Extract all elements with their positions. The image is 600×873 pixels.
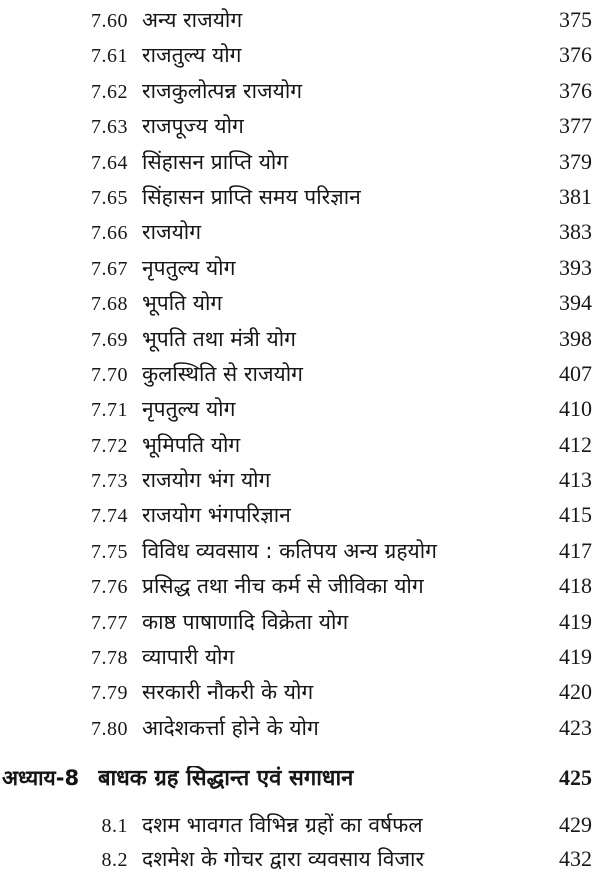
- section-title: राजतुल्य योग: [142, 43, 242, 68]
- toc-row: 7.74 राजयोग भंगपरिज्ञान 415: [0, 502, 592, 537]
- section-title: अन्य राजयोग: [142, 8, 243, 32]
- section-number: 7.61: [91, 45, 128, 68]
- page-number: 398: [559, 325, 592, 351]
- toc-row: 7.80 आदेशकर्त्ता होने के योग 423: [0, 715, 592, 750]
- toc-row: 7.70 कुलस्थिति से राजयोग 407: [0, 361, 592, 396]
- page-number: 412: [559, 431, 592, 457]
- section-number: 7.67: [91, 257, 128, 280]
- toc-row: 7.68 भूपति योग 394: [0, 290, 592, 325]
- toc-row: 7.75 विविध व्यवसाय : कतिपय अन्य ग्रहयोग …: [0, 538, 592, 573]
- page-number: 381: [559, 183, 592, 209]
- page-number: 383: [559, 219, 592, 245]
- section-number: 7.80: [91, 717, 128, 740]
- section-number: 7.69: [91, 328, 128, 351]
- page-number: 377: [559, 113, 592, 139]
- section-number: 7.78: [91, 647, 128, 670]
- section-title: दशमेश के गोचर द्वारा व्यवसाय विजार: [142, 847, 425, 872]
- page-number: 419: [559, 608, 592, 634]
- toc-row: 7.65 सिंहासन प्राप्ति समय परिज्ञान 381: [0, 184, 592, 219]
- toc-row: 7.78 व्यापारी योग 419: [0, 644, 592, 679]
- section-number: 7.76: [91, 576, 128, 599]
- section-number: 7.79: [91, 682, 128, 705]
- section-title: कुलस्थिति से राजयोग: [142, 361, 303, 386]
- chapter-heading-row: अध्याय-8 बाधक ग्रह सिद्धान्त एवं सगाधान …: [0, 764, 592, 812]
- section-title: राजयोग भंगपरिज्ञान: [142, 503, 291, 528]
- toc-row: 7.62 राजकुलोत्पन्न राजयोग 376: [0, 78, 592, 113]
- page-number: 417: [559, 537, 592, 563]
- section-title: भूमिपति योग: [142, 432, 241, 457]
- page-number: 410: [559, 396, 592, 422]
- section-title: राजयोग भंग योग: [142, 468, 271, 493]
- section-title: भूपति योग: [142, 291, 223, 316]
- toc-row: 8.1 दशम भावगत विभिन्न ग्रहों का वर्षफल 4…: [0, 812, 593, 846]
- page-number: 375: [559, 7, 592, 32]
- section-title: राजयोग: [142, 220, 202, 245]
- section-number: 7.63: [91, 116, 128, 139]
- toc-row: 7.60 अन्य राजयोग 375: [0, 7, 592, 42]
- page-number: 394: [559, 290, 592, 316]
- section-title: नृपतुल्य योग: [142, 255, 236, 280]
- section-number: 7.68: [91, 293, 128, 316]
- section-number: 7.72: [91, 434, 128, 457]
- section-number: 8.1: [101, 815, 128, 838]
- page-number: 420: [559, 679, 592, 705]
- section-number: 7.70: [91, 363, 128, 386]
- section-number: 7.77: [91, 611, 128, 634]
- page-number: 432: [559, 846, 592, 872]
- section-number: 7.64: [91, 151, 128, 174]
- page-number: 425: [559, 765, 592, 791]
- chapter-title: बाधक ग्रह सिद्धान्त एवं सगाधान: [98, 766, 354, 792]
- page-number: 429: [559, 812, 592, 838]
- toc-row: 7.66 राजयोग 383: [0, 219, 592, 254]
- section-number: 7.71: [91, 399, 128, 422]
- toc-row: 7.64 सिंहासन प्राप्ति योग 379: [0, 149, 592, 184]
- toc-row: 8.2 दशमेश के गोचर द्वारा व्यवसाय विजार 4…: [0, 846, 593, 873]
- toc-row: 7.67 नृपतुल्य योग 393: [0, 255, 592, 290]
- page-number: 415: [559, 502, 592, 528]
- section-number: 8.2: [101, 849, 128, 872]
- section-title: विविध व्यवसाय : कतिपय अन्य ग्रहयोग: [142, 538, 437, 563]
- toc-row: 7.77 काष्ठ पाषाणादि विक्रेता योग 419: [0, 609, 592, 644]
- section-title: सरकारी नौकरी के योग: [142, 680, 314, 705]
- toc-row: 7.63 राजपूज्य योग 377: [0, 113, 592, 148]
- toc-row: 7.69 भूपति तथा मंत्री योग 398: [0, 326, 592, 361]
- chapter-label: अध्याय-8: [2, 766, 80, 791]
- section-title: राजकुलोत्पन्न राजयोग: [142, 78, 303, 103]
- page-number: 419: [559, 644, 592, 670]
- section-title: सिंहासन प्राप्ति समय परिज्ञान: [142, 184, 361, 209]
- section-number: 7.60: [91, 10, 128, 32]
- section-number: 7.74: [91, 505, 128, 528]
- toc-row: 7.76 प्रसिद्ध तथा नीच कर्म से जीविका योग…: [0, 573, 592, 608]
- section-title: प्रसिद्ध तथा नीच कर्म से जीविका योग: [142, 574, 424, 599]
- page-number: 376: [559, 77, 592, 103]
- section-title: नृपतुल्य योग: [142, 397, 236, 422]
- page-number: 379: [559, 148, 592, 174]
- section-title: आदेशकर्त्ता होने के योग: [142, 715, 319, 740]
- page-number: 407: [559, 360, 592, 386]
- section-number: 7.73: [91, 470, 128, 493]
- section-number: 7.62: [91, 80, 128, 103]
- page-number: 376: [559, 42, 592, 68]
- section-title: व्यापारी योग: [142, 645, 235, 670]
- section-title: दशम भावगत विभिन्न ग्रहों का वर्षफल: [142, 813, 423, 838]
- toc-row: 7.79 सरकारी नौकरी के योग 420: [0, 679, 592, 714]
- toc-row: 7.61 राजतुल्य योग 376: [0, 42, 592, 77]
- section-title: काष्ठ पाषाणादि विक्रेता योग: [142, 609, 349, 634]
- page-number: 418: [559, 573, 592, 599]
- page-number: 413: [559, 467, 592, 493]
- section-title: भूपति तथा मंत्री योग: [142, 326, 296, 351]
- toc-row: 7.71 नृपतुल्य योग 410: [0, 396, 592, 431]
- section-number: 7.75: [91, 540, 128, 563]
- section-number: 7.65: [91, 186, 128, 209]
- section-title: सिंहासन प्राप्ति योग: [142, 149, 289, 174]
- toc-row: 7.72 भूमिपति योग 412: [0, 432, 592, 467]
- section-title: राजपूज्य योग: [142, 114, 244, 139]
- page-number: 423: [559, 714, 592, 740]
- section-number: 7.66: [91, 222, 128, 245]
- toc-row: 7.73 राजयोग भंग योग 413: [0, 467, 592, 502]
- page-number: 393: [559, 254, 592, 280]
